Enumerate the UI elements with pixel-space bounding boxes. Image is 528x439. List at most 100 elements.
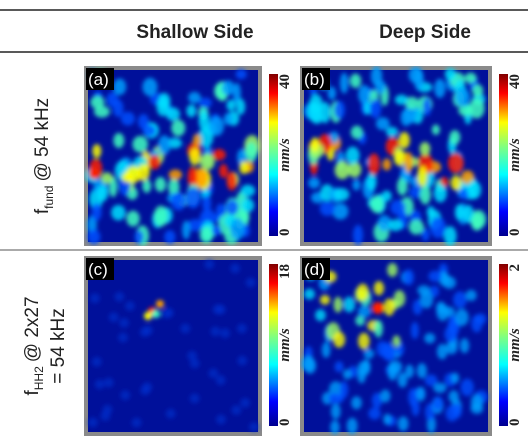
blob	[132, 136, 147, 153]
blob	[118, 333, 128, 343]
blob	[202, 195, 211, 212]
blob	[343, 369, 352, 379]
blob	[113, 78, 126, 95]
blob	[436, 304, 448, 321]
blob	[249, 422, 259, 432]
blob	[152, 310, 160, 318]
blob	[451, 373, 459, 384]
blob	[180, 323, 190, 333]
blob	[461, 379, 474, 397]
blob	[333, 332, 345, 348]
blob	[104, 378, 114, 388]
blob	[353, 225, 363, 246]
blob	[405, 365, 414, 378]
blob	[193, 134, 201, 147]
blob	[87, 229, 100, 244]
blob	[92, 144, 101, 158]
row-label: ffund@ 54 kHz	[32, 98, 56, 214]
blob	[455, 204, 464, 220]
blob	[138, 114, 149, 129]
colorbar-min: 0	[277, 419, 293, 427]
blob	[237, 356, 247, 366]
blob	[394, 290, 406, 307]
panel-label: (c)	[88, 260, 108, 279]
blob	[417, 285, 430, 295]
blob	[469, 98, 485, 118]
blob	[387, 263, 397, 277]
blob	[308, 177, 320, 188]
blob	[374, 320, 383, 337]
colorbar-max: 2	[507, 264, 523, 272]
blob	[100, 411, 110, 421]
blob	[401, 109, 412, 126]
colorbar-unit: mm/s	[277, 138, 293, 172]
blob	[222, 80, 235, 95]
blob	[220, 328, 230, 338]
blob	[144, 312, 152, 320]
blob	[428, 271, 441, 282]
blob	[164, 308, 174, 318]
blob	[125, 301, 135, 311]
blob	[92, 357, 102, 367]
blob	[242, 198, 255, 212]
blob	[213, 304, 223, 314]
blob	[188, 92, 201, 104]
blob	[311, 137, 319, 152]
blob	[90, 293, 100, 303]
row-label-subscript: fund	[42, 186, 56, 209]
blob	[186, 187, 201, 208]
blob	[334, 361, 343, 372]
blob	[404, 152, 413, 173]
blob	[471, 315, 482, 333]
colorbar-max: 40	[277, 74, 293, 89]
blob	[434, 184, 447, 202]
blob	[370, 196, 384, 213]
blob	[158, 135, 171, 154]
blob	[322, 342, 331, 358]
blob	[226, 200, 238, 216]
figure: Shallow Side Deep Side ffund@ 54 kHz(a)4…	[0, 0, 528, 439]
blob	[89, 159, 102, 179]
blob	[331, 403, 341, 419]
blob	[466, 290, 477, 301]
blob	[424, 333, 435, 344]
blob	[340, 73, 348, 94]
row-label: fHH2@ 2x27	[22, 296, 46, 395]
blob	[398, 416, 409, 431]
blob	[212, 225, 221, 235]
blob	[388, 219, 403, 231]
blob	[95, 379, 105, 389]
blob	[434, 79, 445, 98]
blob	[186, 105, 196, 118]
blob	[451, 175, 462, 190]
blob	[437, 344, 448, 360]
blob	[383, 414, 391, 425]
blob	[392, 335, 400, 346]
blob	[216, 414, 226, 424]
blob	[308, 102, 322, 122]
blob	[216, 204, 226, 216]
blob	[199, 111, 210, 131]
blob	[351, 126, 363, 139]
blob	[420, 142, 431, 156]
blob	[212, 149, 225, 160]
blob	[455, 309, 469, 326]
blob	[417, 166, 427, 187]
blob	[328, 393, 341, 404]
blob	[236, 69, 247, 79]
panel-label: (d)	[304, 260, 325, 279]
blob	[370, 99, 381, 118]
blob	[346, 147, 360, 165]
blob	[420, 185, 431, 204]
blob	[227, 172, 237, 191]
blob	[374, 281, 384, 295]
blob	[304, 288, 315, 299]
blob	[382, 158, 391, 170]
blob	[351, 396, 362, 409]
blob	[460, 338, 469, 353]
blob	[399, 132, 410, 149]
blob	[343, 297, 355, 313]
blob	[209, 116, 224, 136]
blob	[119, 318, 129, 328]
blob	[384, 298, 395, 316]
